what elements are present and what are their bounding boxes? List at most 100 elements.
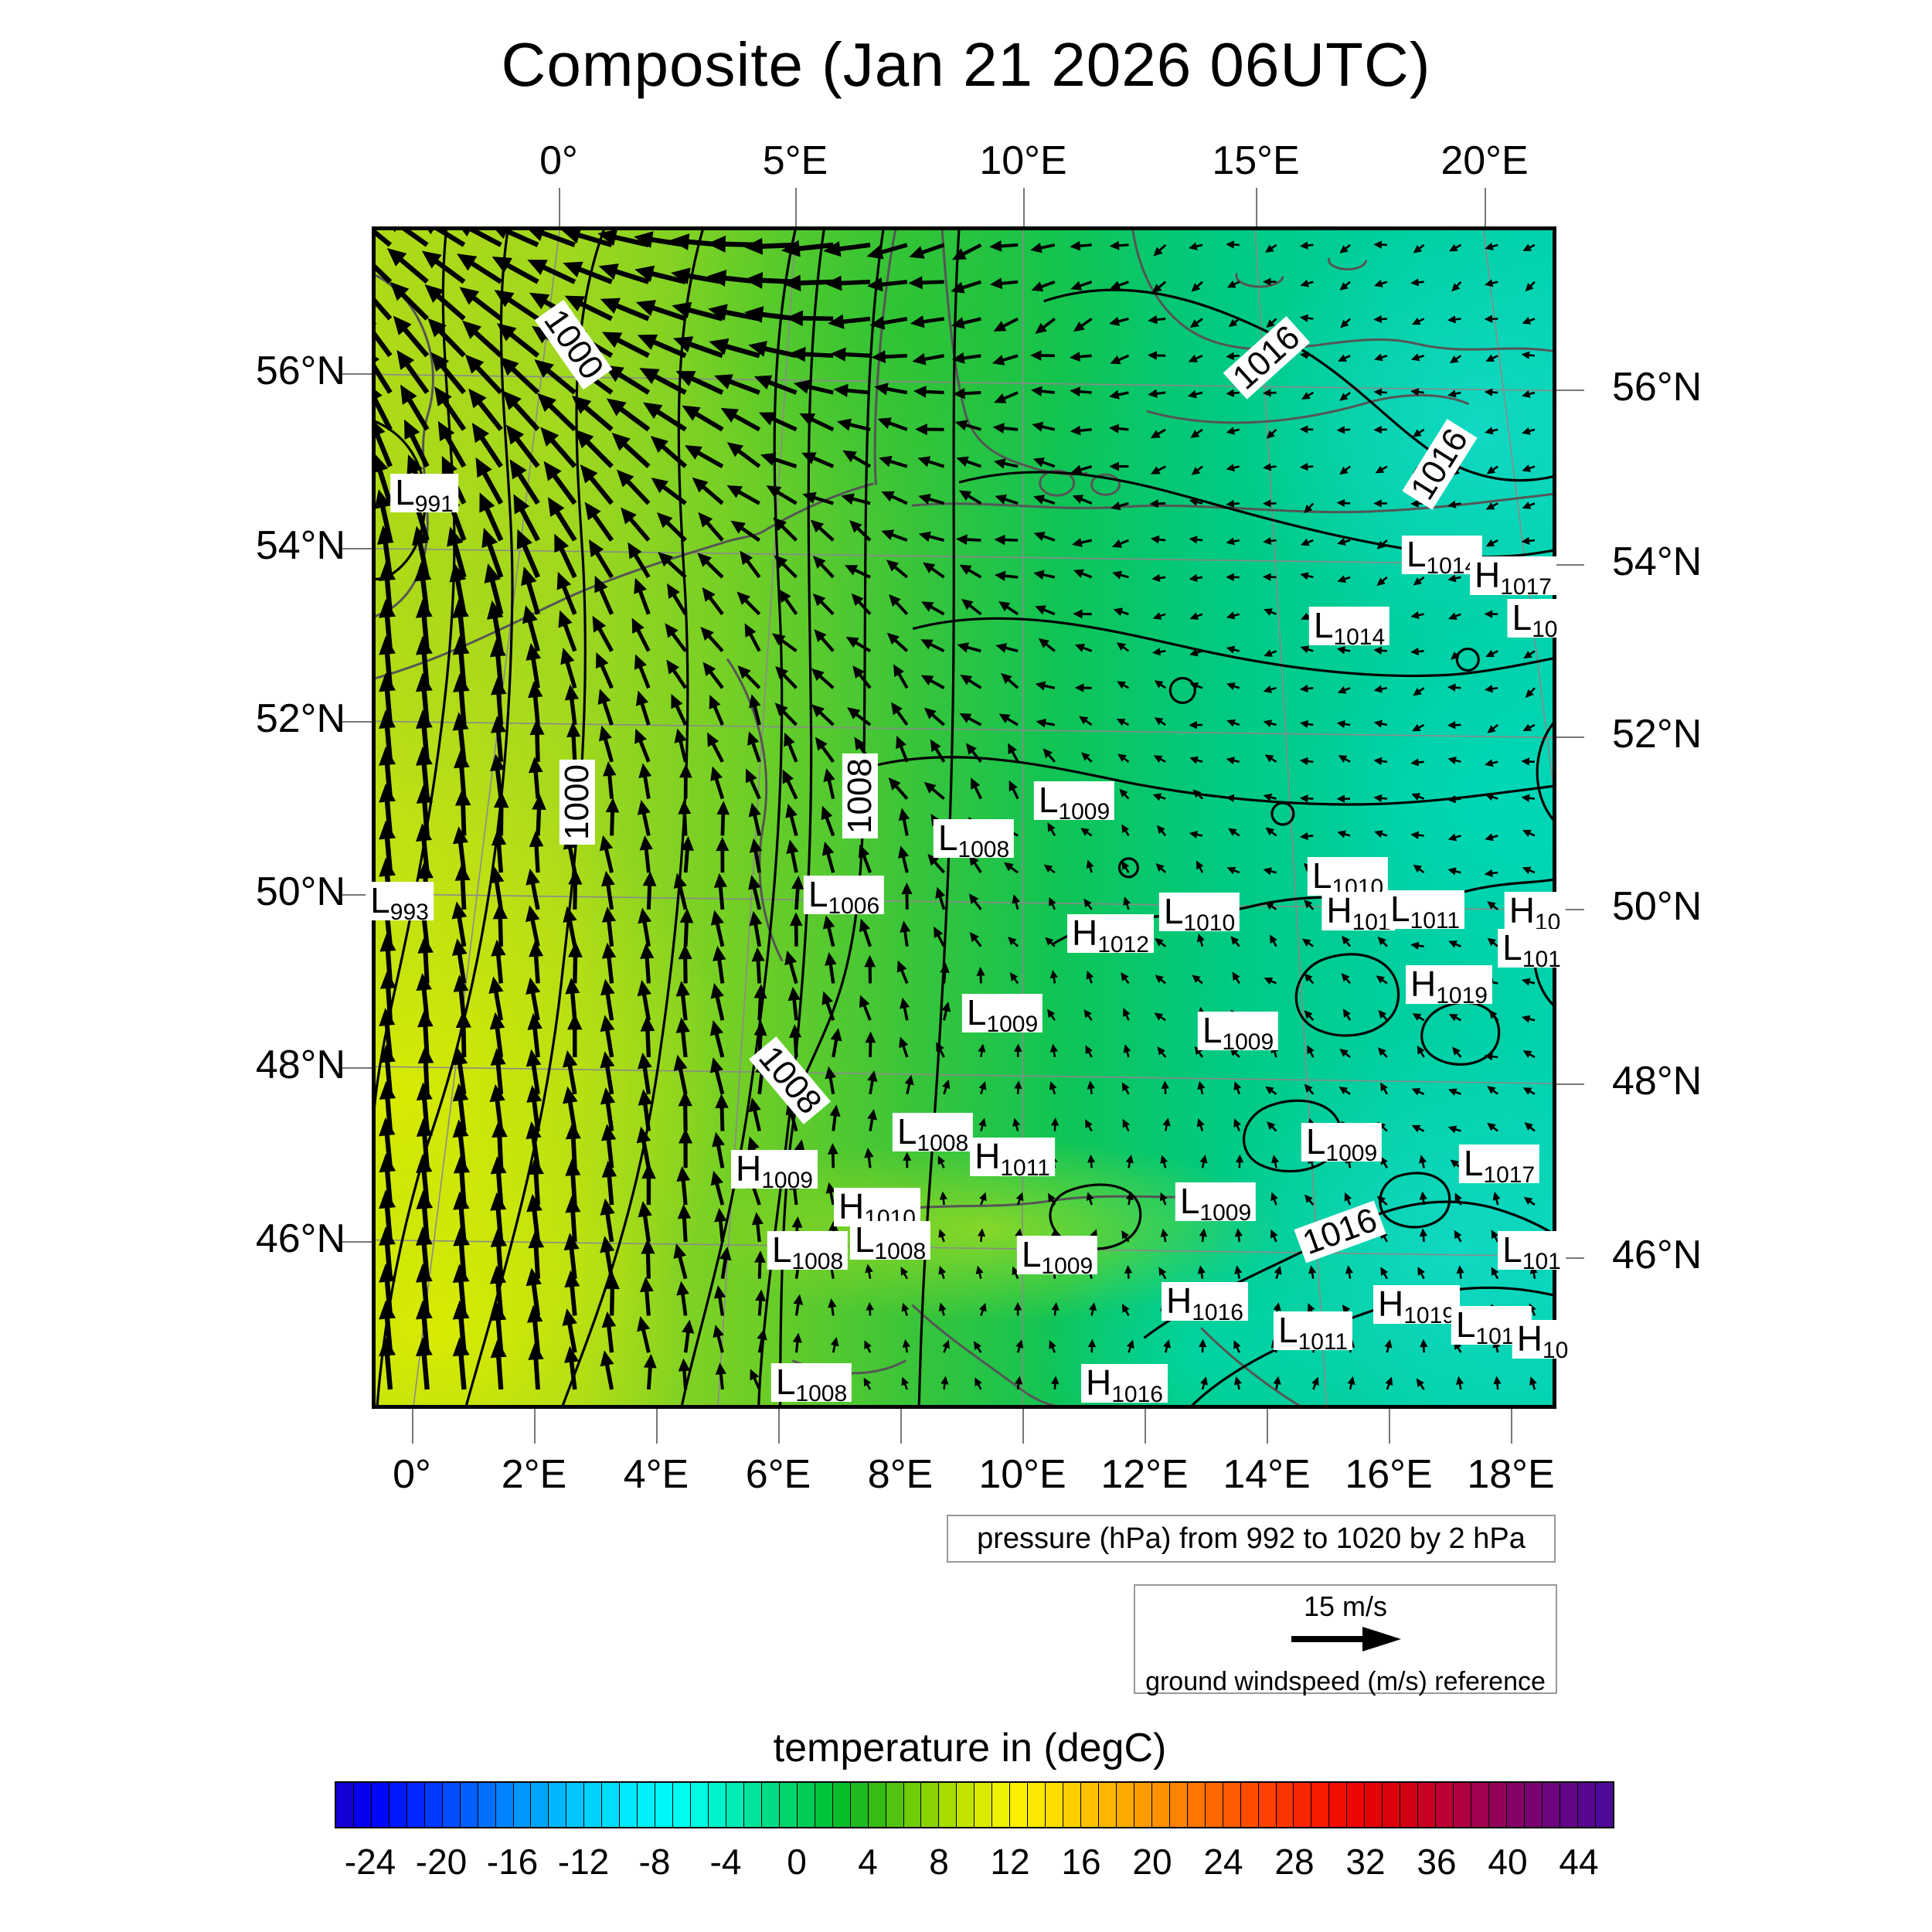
colorbar-cell xyxy=(1063,1783,1082,1827)
colorbar-cell xyxy=(691,1783,709,1827)
wind-arrow-head xyxy=(1336,646,1346,655)
wind-arrow-head xyxy=(748,875,761,890)
wind-arrow-head xyxy=(594,575,608,594)
wind-arrow-head xyxy=(1087,1338,1097,1348)
wind-arrow-head xyxy=(638,763,652,778)
wind-arrow-head xyxy=(452,826,468,845)
wind-arrow-head xyxy=(678,1128,693,1144)
wind-arrow-head xyxy=(942,1079,951,1090)
wind-arrow-head xyxy=(1336,498,1345,508)
wind-arrow-head xyxy=(526,1304,543,1323)
map-frame xyxy=(373,228,1555,1407)
pressure-center-letter: L xyxy=(771,1230,792,1270)
wind-arrow-head xyxy=(1189,682,1199,690)
axis-tick-left xyxy=(342,1241,372,1243)
colorbar-cell xyxy=(779,1783,798,1827)
wind-arrow-head xyxy=(1049,1081,1057,1090)
pressure-center-letter: L xyxy=(937,818,958,858)
wind-arrow-head xyxy=(1263,463,1272,471)
wind-arrow-head xyxy=(1233,1340,1241,1349)
wind-arrow-head xyxy=(415,1300,433,1320)
wind-arrow-head xyxy=(1200,1376,1208,1386)
colorbar-cell xyxy=(336,1783,354,1827)
wind-arrow-head xyxy=(673,1054,688,1071)
wind-arrow-head xyxy=(1121,1230,1130,1240)
wind-arrow-head xyxy=(1035,322,1047,335)
wind-arrow-head xyxy=(1452,1046,1461,1056)
wind-arrow-head xyxy=(1030,350,1042,361)
wind-arrow-head xyxy=(481,527,498,549)
wind-arrow-head xyxy=(1340,319,1349,328)
wind-arrow-head xyxy=(1450,1159,1460,1168)
wind-arrow-head xyxy=(706,235,726,253)
wind-arrow-head xyxy=(782,769,794,784)
low-pressure-label: L1008 xyxy=(849,1221,931,1264)
wind-arrow-head xyxy=(812,593,826,607)
pressure-center-letter: H xyxy=(1410,964,1437,1004)
high-pressure-label: H1009 xyxy=(731,1150,818,1192)
wind-arrow-head xyxy=(379,747,396,766)
wind-arrow-head xyxy=(1487,1122,1496,1131)
wind-arrow-head xyxy=(1226,352,1235,360)
wind-arrow-head xyxy=(1267,1121,1276,1131)
wind-arrow-head xyxy=(379,562,396,581)
wind-arrow-head xyxy=(452,1337,470,1357)
wind-arrow-head xyxy=(918,493,931,505)
pressure-center-value: 993 xyxy=(389,900,429,925)
wind-arrow-head xyxy=(1337,575,1347,583)
wind-arrow-head xyxy=(1189,756,1199,764)
low-pressure-label: L1014 xyxy=(1308,605,1390,649)
wind-arrow-head xyxy=(938,1229,947,1238)
wind-arrow-head xyxy=(1153,755,1163,763)
wind-arrow-head xyxy=(526,228,546,242)
wind-arrow-head xyxy=(692,477,709,493)
wind-arrow-head xyxy=(896,735,906,750)
wind-arrow-head xyxy=(516,529,532,550)
wind-arrow-head xyxy=(784,950,798,966)
wind-arrow-head xyxy=(1014,1043,1022,1053)
wind-arrow-head xyxy=(1088,1302,1097,1311)
low-pressure-label: L10 xyxy=(1507,599,1563,641)
wind-arrow-head xyxy=(1008,743,1017,755)
wind-arrow-head xyxy=(1234,1228,1243,1237)
wind-arrow-head xyxy=(1529,1376,1537,1386)
pressure-center-letter: L xyxy=(1313,605,1334,645)
wind-arrow-head xyxy=(379,783,396,803)
wind-arrow-head xyxy=(532,794,546,811)
high-pressure-label: H1016 xyxy=(1162,1282,1248,1325)
wind-arrow-head xyxy=(1015,1376,1023,1385)
wind-arrow-head xyxy=(1456,1265,1464,1274)
wind-arrow-head xyxy=(584,502,601,521)
colorbar-tick-label: 4 xyxy=(858,1842,878,1882)
wind-arrow-head xyxy=(745,768,757,784)
wind-arrow-head xyxy=(782,274,801,291)
wind-arrow-head xyxy=(1376,1196,1386,1205)
wind-arrow-head xyxy=(750,1369,760,1381)
wind-arrow-head xyxy=(975,1265,984,1275)
wind-arrow-head xyxy=(787,986,801,1002)
wind-arrow-head xyxy=(560,647,575,665)
wind-arrow-head xyxy=(975,1377,982,1386)
wind-arrow-head xyxy=(1152,793,1162,801)
pressure-center-value: 1011 xyxy=(1410,908,1461,934)
wind-arrow-head xyxy=(1451,283,1461,292)
wind-arrow-head xyxy=(600,1350,614,1367)
low-pressure-label: L1011 xyxy=(1385,890,1465,933)
wind-arrow-head xyxy=(921,601,934,612)
wind-arrow-head xyxy=(680,835,694,851)
wind-arrow-head xyxy=(828,1298,837,1308)
wind-arrow-head xyxy=(379,1226,396,1246)
wind-arrow-head xyxy=(901,1376,909,1386)
wind-arrow-head xyxy=(1419,1228,1428,1237)
axis-tick-left xyxy=(342,373,372,375)
low-pressure-label: L1009 xyxy=(1033,781,1115,824)
wind-arrow-head xyxy=(1110,355,1121,365)
wind-arrow-head xyxy=(912,352,927,366)
contour-value-label: 1000 xyxy=(558,760,596,845)
wind-arrow-head xyxy=(1155,975,1164,984)
wind-arrow-head xyxy=(639,835,653,851)
wind-arrow-head xyxy=(1199,1338,1207,1348)
wind-arrow-head xyxy=(505,424,525,445)
wind-arrow-head xyxy=(749,838,763,853)
wind-arrow-head xyxy=(1410,647,1419,656)
